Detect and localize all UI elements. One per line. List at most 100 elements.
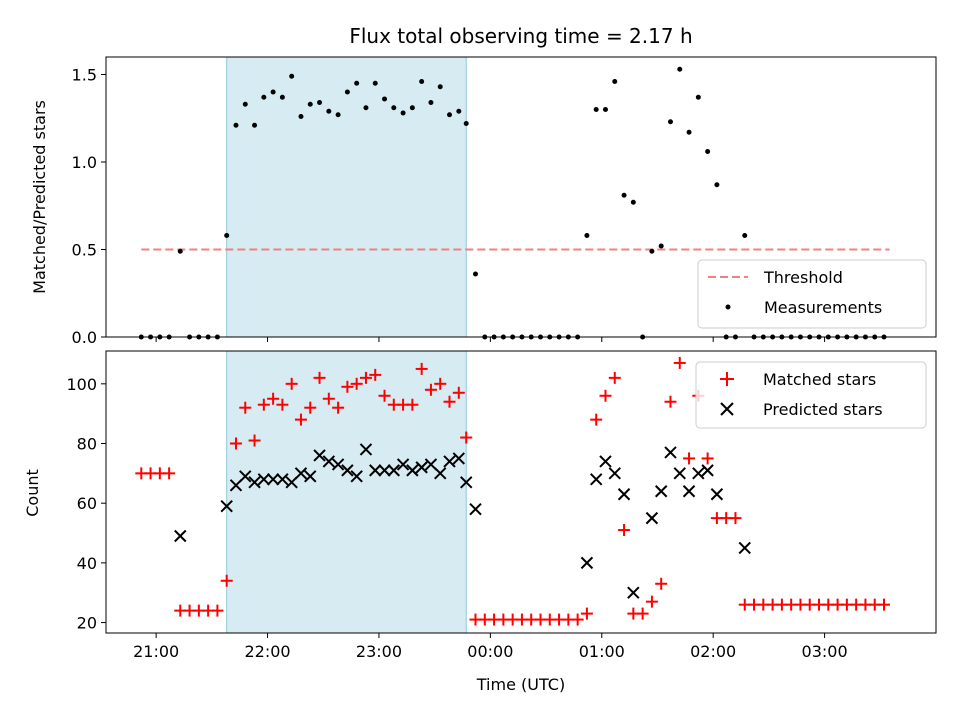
legend-matched-swatch [720, 372, 734, 386]
predicted-star-point [460, 476, 473, 489]
measurement-point [400, 110, 406, 116]
predicted-star-point [627, 586, 640, 599]
predicted-star-point [654, 485, 668, 498]
matched-star-point [664, 395, 677, 408]
matched-star-point [239, 401, 252, 414]
legend-matched-label: Matched stars [763, 370, 876, 389]
measurement-point [695, 94, 701, 100]
measurement-point [317, 100, 323, 105]
measurement-point [584, 233, 590, 238]
measurement-point [252, 122, 258, 128]
measurement-point [612, 79, 618, 84]
predicted-star-point [443, 455, 456, 468]
bottom-x-ticks: 21:00 22:00 23:00 00:00 01:00 02:00 03:00 [133, 633, 848, 661]
bottom-xtick-label: 01:00 [579, 642, 625, 661]
predicted-star-point [692, 467, 705, 480]
matched-star-point [415, 362, 428, 375]
measurement-point [447, 112, 453, 118]
matched-star-point [608, 371, 621, 384]
bottom-axes-frame [105, 350, 937, 634]
matched-star-point [636, 607, 649, 620]
predicted-star-point [276, 473, 289, 486]
legend-measurements-label: Measurements [764, 298, 882, 317]
predicted-star-point [322, 455, 336, 468]
bottom-panel: 20 40 60 80 100 21:00 22:00 23:00 00:00 01:00 02:… [23, 350, 937, 694]
matched-star-point [304, 401, 317, 414]
measurement-point [456, 108, 462, 114]
matched-star-point [341, 380, 354, 393]
measurement-point [344, 89, 350, 95]
predicted-star-point [313, 449, 326, 462]
predicted-star-point [469, 502, 482, 516]
predicted-star-point [257, 473, 271, 486]
predicted-star-point [350, 470, 363, 483]
predicted-star-point [304, 470, 317, 483]
predicted-star-point [415, 461, 428, 474]
top-ytick-label: 1.0 [72, 153, 97, 172]
predicted-star-point [452, 452, 466, 465]
matched-star-point [618, 524, 631, 537]
bottom-ytick-label: 20 [77, 614, 97, 633]
measurement-point [326, 108, 332, 114]
measurement-point [714, 182, 720, 188]
measurement-point [363, 105, 369, 111]
predicted-star-point [710, 488, 724, 501]
measurement-point [270, 89, 276, 95]
measurement-point [686, 129, 692, 135]
bottom-y-ticks: 20 40 60 80 100 [66, 375, 106, 633]
top-ytick-label: 1.5 [72, 66, 97, 85]
matched-star-point [655, 577, 668, 590]
measurement-point [279, 94, 285, 100]
legend-measurements-swatch [725, 304, 731, 310]
matched-star-point [267, 392, 280, 405]
predicted-star-point [673, 467, 686, 480]
measurement-point [649, 248, 655, 254]
bottom-ytick-label: 60 [77, 494, 97, 513]
matched-star-point [878, 598, 891, 611]
measurement-point [335, 112, 341, 118]
predicted-star-point [359, 443, 373, 456]
predicted-star-point [406, 464, 419, 477]
matched-star-point [452, 386, 465, 399]
top-x-ticks [155, 337, 826, 342]
bottom-xtick-label: 23:00 [356, 642, 402, 661]
matched-star-point [276, 398, 289, 411]
measurement-point [354, 80, 360, 86]
x-axis-label: Time (UTC) [476, 675, 565, 694]
bottom-legend: Matched stars Predicted stars [695, 361, 927, 429]
matched-star-point [599, 389, 612, 402]
matched-star-point [571, 613, 584, 626]
bottom-xtick-label: 22:00 [244, 642, 290, 661]
predicted-star-point [387, 464, 401, 477]
matched-star-point [590, 413, 603, 426]
bottom-ytick-label: 100 [66, 375, 97, 394]
matched-star-point [580, 607, 593, 620]
measurement-point [630, 199, 636, 205]
measurement-point [473, 271, 479, 277]
bottom-xtick-label: 21:00 [133, 642, 179, 661]
top-ytick-label: 0.5 [72, 241, 97, 260]
measurement-point [705, 149, 711, 154]
predicted-star-point [220, 499, 233, 513]
measurement-point [463, 121, 469, 126]
legend-predicted-swatch [720, 402, 734, 416]
predicted-star-point [580, 556, 594, 570]
measurement-point [602, 107, 608, 112]
matched-star-point [701, 452, 714, 465]
measurement-point [419, 79, 425, 84]
top-y-ticks: 0.0 0.5 1.0 1.5 [72, 66, 106, 347]
top-panel: 0.0 0.5 1.0 1.5 Matched/Predicted stars Thr… [30, 56, 937, 347]
chart-title: Flux total observing time = 2.17 h [349, 24, 692, 48]
observing-window-shade-bottom [226, 350, 467, 634]
bottom-y-axis-label: Count [23, 469, 42, 517]
bottom-ytick-label: 40 [77, 554, 97, 573]
measurement-point [742, 233, 748, 238]
matched-star-point [294, 413, 307, 426]
measurement-points [138, 66, 887, 340]
measurement-point [298, 114, 304, 119]
matched-star-point [443, 395, 456, 408]
bottom-xtick-label: 00:00 [467, 642, 513, 661]
predicted-star-point [599, 455, 612, 468]
matched-star-point [406, 398, 419, 411]
predicted-star-point [266, 473, 280, 486]
